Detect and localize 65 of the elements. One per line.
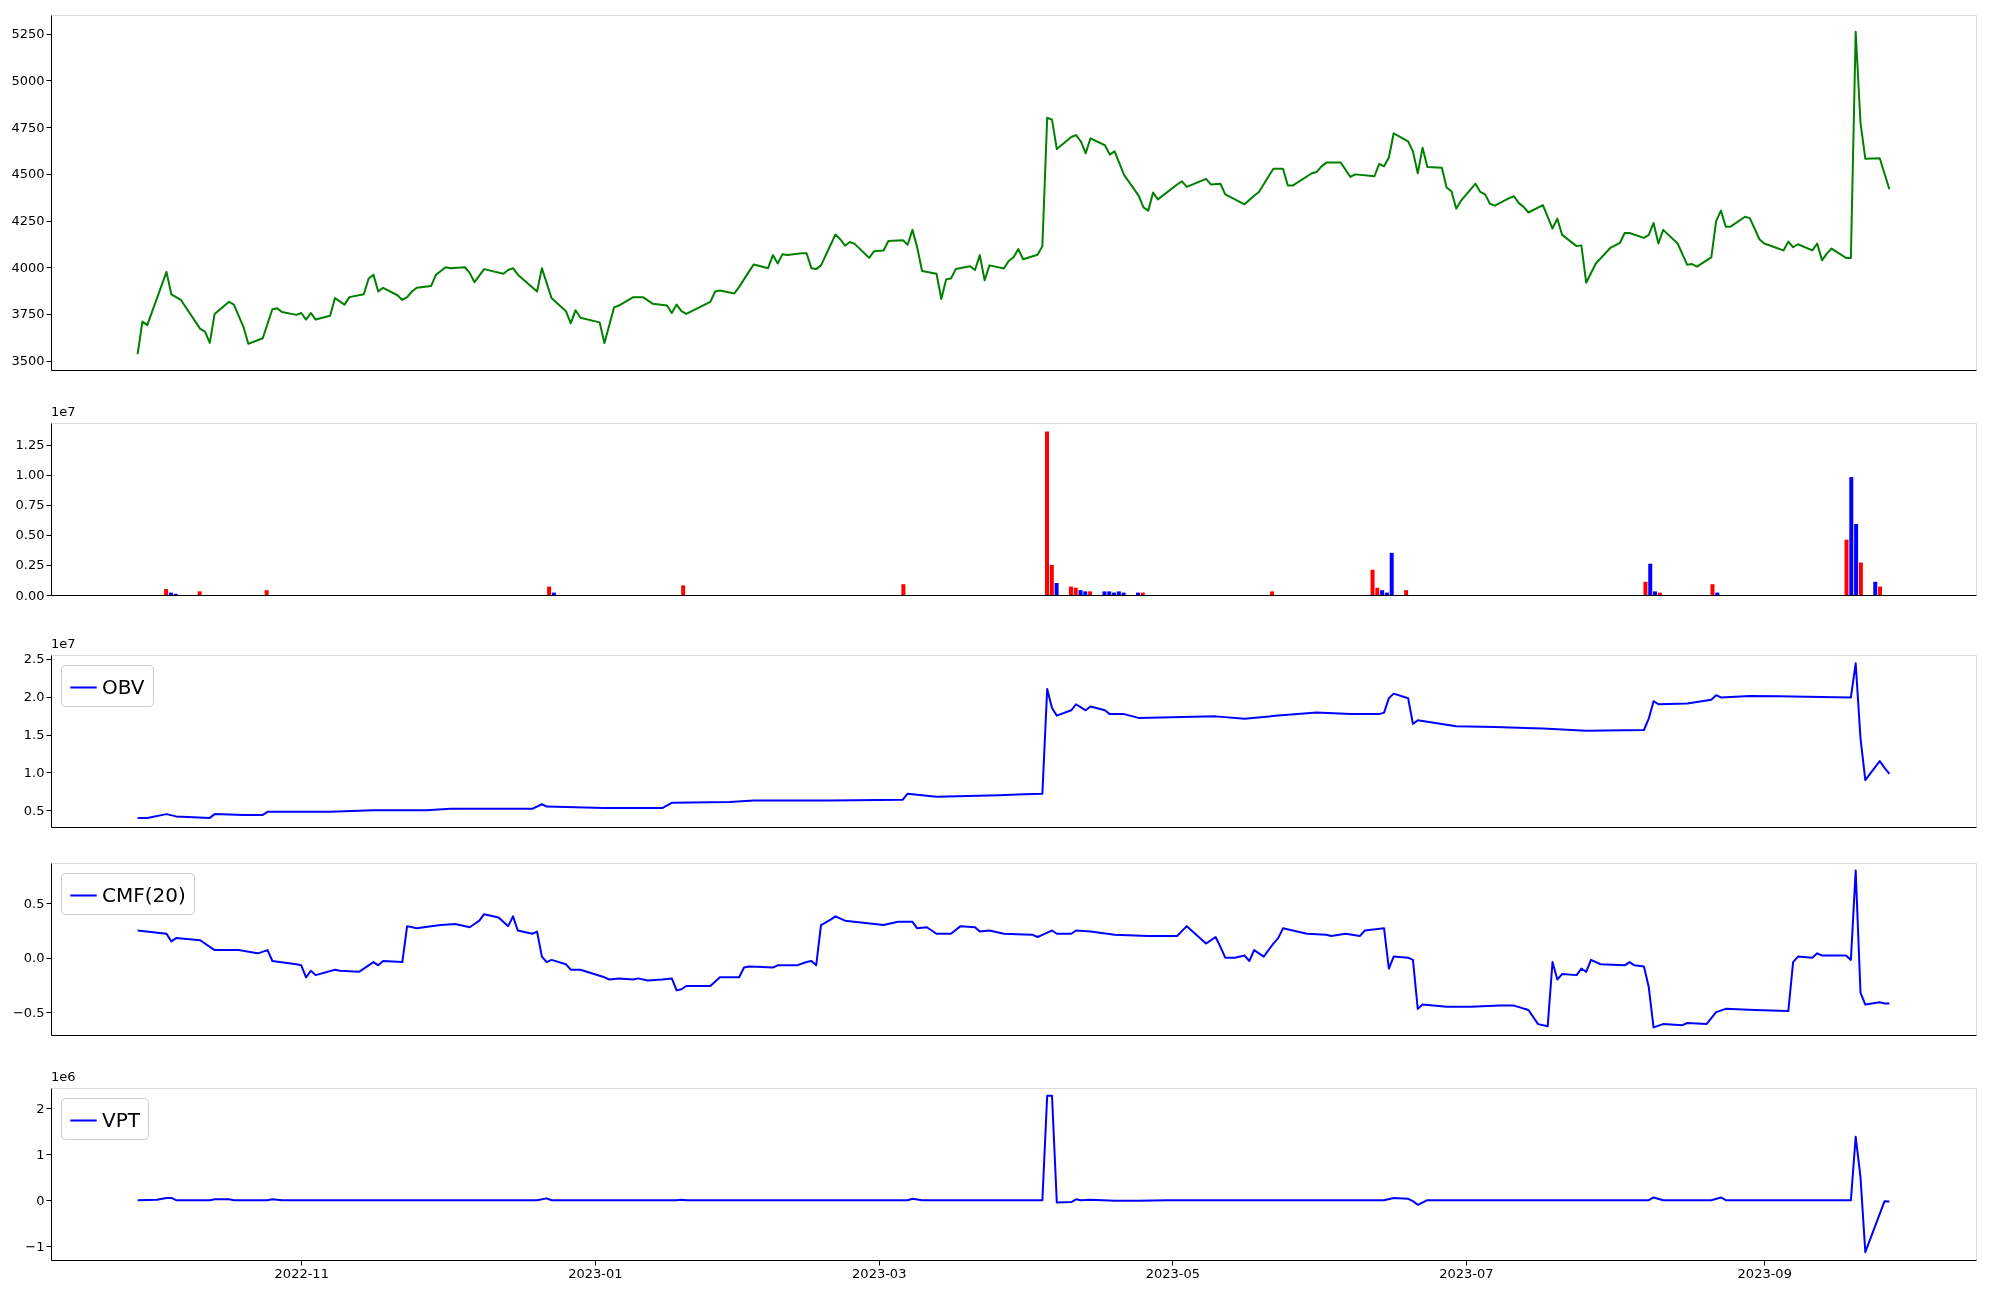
legend-label: VPT [102, 1107, 141, 1132]
y-tick-label: 4250 [11, 213, 45, 229]
x-tick-label: 2022-11 [274, 1265, 329, 1281]
bar [1270, 591, 1275, 595]
y-tick-label: 0.00 [15, 587, 45, 603]
y-tick-label: 1 [36, 1146, 45, 1162]
bar [1858, 562, 1863, 595]
line-series [136, 30, 1891, 356]
y-tick-label: 0.50 [15, 527, 45, 543]
bar [1878, 586, 1883, 595]
y-tick-label: −0.5 [12, 1004, 45, 1020]
bar [164, 588, 169, 595]
bar [1648, 563, 1653, 595]
y-tick-label: 1.0 [23, 764, 45, 780]
y-tick-label: 5000 [11, 72, 45, 88]
y-tick-label: 1.25 [15, 437, 45, 453]
y-tick-label: 2 [36, 1100, 45, 1116]
y-tick-label: 0.75 [15, 497, 45, 513]
y-tick-label: 0.5 [23, 895, 45, 911]
y-tick-label: 2.0 [23, 689, 45, 705]
bar [1073, 587, 1078, 595]
bar [1844, 539, 1849, 595]
bar [1045, 431, 1050, 595]
y-tick-label: 0.0 [23, 950, 45, 966]
text: 1e6 [51, 1069, 76, 1084]
bar [1873, 581, 1878, 595]
text: 1e7 [51, 636, 76, 651]
bar [901, 584, 906, 595]
x-tick-label: 2023-09 [1737, 1265, 1792, 1281]
y-tick-label: 0.25 [15, 557, 45, 573]
bar [1054, 582, 1059, 595]
y-tick-label: 1.5 [23, 727, 45, 743]
bar [1380, 590, 1385, 595]
y-tick-label: 3500 [11, 353, 45, 369]
bar [1078, 590, 1083, 595]
x-tick-label: 2023-07 [1439, 1265, 1494, 1281]
y-tick-label: 3750 [11, 306, 45, 322]
y-tick-label: 4000 [11, 259, 45, 275]
y-tick-label: 0.5 [23, 802, 45, 818]
bar [197, 591, 202, 595]
bar [547, 586, 552, 595]
bar [1849, 477, 1854, 595]
y-tick-label: 4750 [11, 119, 45, 135]
legend-label: OBV [102, 674, 145, 699]
y-tick-label: 1.00 [15, 467, 45, 483]
bar [1088, 591, 1093, 595]
x-tick-label: 2023-03 [852, 1265, 907, 1281]
x-tick-label: 2023-05 [1145, 1265, 1200, 1281]
y-tick-label: 4500 [11, 166, 45, 182]
legend-label: CMF(20) [102, 882, 186, 907]
y-tick-label: −1 [25, 1238, 45, 1254]
y-tick-label: 5250 [11, 26, 45, 42]
bar [1643, 581, 1648, 595]
y-tick-label: 0 [36, 1192, 45, 1208]
bar [681, 585, 686, 595]
bar [264, 590, 269, 595]
x-tick-label: 2023-01 [568, 1265, 623, 1281]
bar [1389, 552, 1394, 595]
bar [1404, 590, 1409, 595]
bar [1083, 591, 1088, 595]
text: 1e7 [51, 404, 76, 419]
bar [1102, 591, 1107, 595]
y-tick-label: 2.5 [23, 651, 45, 667]
bar [1710, 584, 1715, 595]
bar [1370, 569, 1375, 595]
